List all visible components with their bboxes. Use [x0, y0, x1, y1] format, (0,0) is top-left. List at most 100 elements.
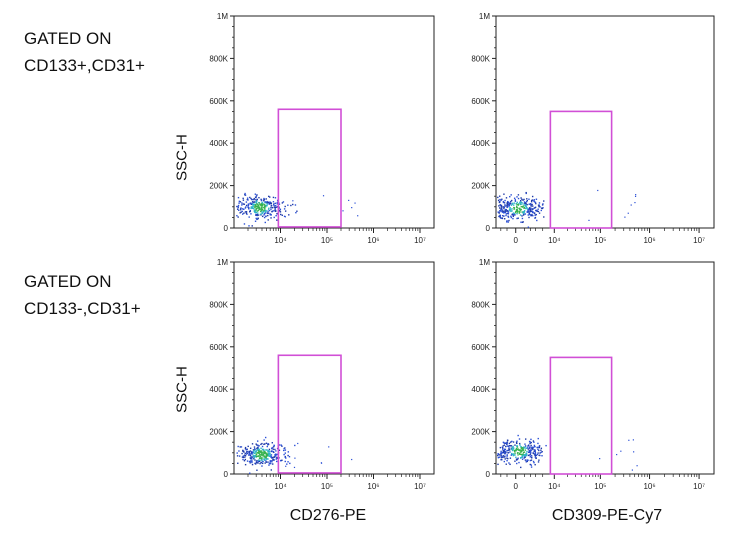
scatter-point: [261, 204, 264, 206]
scatter-point: [507, 210, 509, 212]
scatter-point: [242, 455, 245, 457]
scatter-point: [242, 450, 244, 452]
scatter-point: [254, 455, 256, 458]
scatter-point: [523, 210, 526, 212]
y-tick-label: 1M: [217, 12, 228, 21]
scatter-point: [272, 456, 275, 458]
scatter-point: [533, 461, 535, 464]
scatter-point: [516, 440, 518, 442]
scatter-point: [504, 211, 507, 214]
scatter-point: [273, 216, 275, 219]
scatter-point: [351, 458, 353, 461]
scatter-point: [524, 453, 527, 456]
scatter-point: [510, 454, 512, 456]
scatter-point: [258, 460, 261, 463]
scatter-point: [524, 445, 527, 447]
scatter-point: [262, 203, 264, 205]
scatter-point: [527, 209, 530, 211]
scatter-point: [265, 461, 268, 463]
scatter-point: [510, 200, 512, 203]
scatter-point: [238, 202, 240, 204]
scatter-point: [276, 219, 278, 221]
scatter-point: [274, 202, 276, 205]
scatter-point: [266, 458, 268, 460]
scatter-point: [523, 198, 525, 201]
scatter-point: [523, 457, 525, 459]
scatter-point: [265, 457, 267, 459]
scatter-point: [525, 202, 527, 205]
scatter-point: [505, 197, 508, 199]
scatter-point: [512, 212, 515, 214]
scatter-point: [501, 446, 504, 448]
scatter-point: [537, 448, 539, 451]
scatter-point: [270, 456, 272, 459]
scatter-point: [244, 194, 246, 196]
scatter-point: [522, 449, 525, 451]
y-tick-label: 0: [486, 470, 491, 479]
scatter-point: [532, 208, 534, 210]
scatter-point: [523, 455, 525, 457]
scatter-point: [245, 453, 248, 455]
scatter-point: [506, 439, 509, 441]
scatter-point: [529, 463, 531, 466]
scatter-point: [518, 442, 521, 445]
scatter-point: [264, 455, 266, 458]
y-tick-label: 1M: [217, 258, 228, 267]
scatter-point: [506, 210, 508, 212]
scatter-point: [506, 445, 509, 447]
scatter-point: [265, 453, 268, 455]
scatter-point: [256, 449, 258, 452]
scatter-point: [284, 210, 287, 212]
scatter-point: [251, 201, 254, 203]
scatter-point: [536, 446, 538, 449]
scatter-point: [530, 204, 532, 206]
gate-rectangle: [277, 354, 342, 474]
scatter-point: [515, 458, 518, 460]
scatter-point: [242, 458, 244, 461]
scatter-point: [527, 214, 529, 216]
scatter-point: [538, 459, 540, 461]
scatter-point: [256, 455, 258, 457]
scatter-point: [510, 215, 512, 217]
scatter-point: [267, 450, 270, 452]
scatter-point: [515, 456, 517, 459]
scatter-point: [255, 213, 257, 216]
scatter-point: [501, 214, 504, 217]
scatter-point: [242, 449, 244, 452]
scatter-point: [511, 208, 513, 210]
scatter-point: [509, 451, 511, 453]
scatter-point: [527, 451, 530, 454]
scatter-point: [521, 211, 523, 213]
scatter-point: [627, 212, 629, 214]
scatter-point: [538, 445, 541, 448]
scatter-point: [524, 456, 526, 458]
scatter-point: [236, 455, 239, 457]
scatter-point: [263, 203, 266, 206]
scatter-point: [534, 449, 536, 451]
scatter-point: [252, 203, 254, 206]
scatter-point: [271, 461, 273, 463]
scatter-point: [536, 210, 538, 212]
scatter-point: [536, 209, 538, 212]
scatter-point: [250, 457, 252, 459]
scatter-point: [261, 202, 263, 205]
scatter-point: [634, 201, 636, 204]
scatter-point: [265, 449, 267, 451]
scatter-point: [543, 216, 545, 218]
scatter-point: [636, 465, 638, 467]
scatter-point: [530, 452, 532, 454]
scatter-point: [245, 204, 248, 207]
scatter-point: [254, 193, 257, 195]
scatter-point: [254, 206, 257, 208]
scatter-point: [268, 462, 271, 465]
scatter-point: [497, 199, 500, 202]
scatter-point: [253, 201, 256, 203]
scatter-point: [237, 196, 240, 199]
scatter-point: [274, 455, 276, 458]
scatter-point: [260, 210, 262, 213]
scatter-point: [500, 217, 502, 219]
scatter-point: [529, 459, 532, 462]
scatter-point: [506, 449, 508, 452]
scatter-point: [532, 460, 535, 463]
scatter-point: [517, 217, 519, 219]
